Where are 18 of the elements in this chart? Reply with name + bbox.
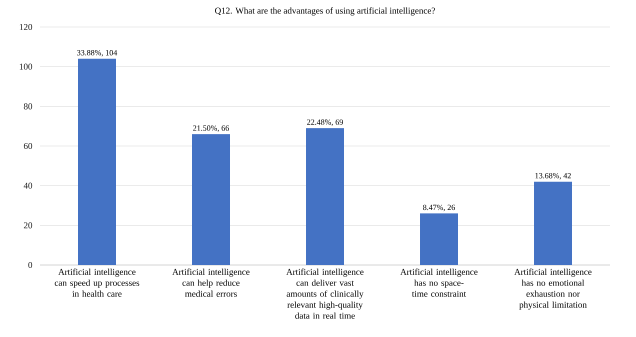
x-tick-label: Artificial intelligence has no space-time constraint [400, 268, 478, 297]
y-tick-label: 120 [20, 24, 32, 30]
bar [192, 134, 230, 265]
x-tick-label: Artificial intelligence can speed up processes in health care [54, 268, 140, 297]
bar [78, 58, 116, 265]
bar [534, 182, 572, 265]
y-tick-label: 80 [24, 103, 32, 110]
chart-title: Q12. What are the advantages of using artificial intelligence? [215, 7, 435, 16]
y-tick-label: 40 [24, 182, 32, 189]
x-tick-label: Artificial intelligence has no emotional exhaustion nor physical limitation [514, 268, 592, 310]
bar [420, 213, 458, 265]
x-tick-label: Artificial intelligence can help reduce medical errors [172, 268, 250, 297]
y-tick-label: 100 [20, 64, 32, 70]
bar [306, 128, 344, 265]
y-tick-label: 20 [24, 222, 32, 228]
y-tick-label: 0 [28, 262, 32, 268]
x-tick-label: Artificial intelligence can deliver vast amounts of clinically relevant high-quality data in real time [286, 268, 364, 319]
y-tick-label: 60 [24, 142, 32, 150]
